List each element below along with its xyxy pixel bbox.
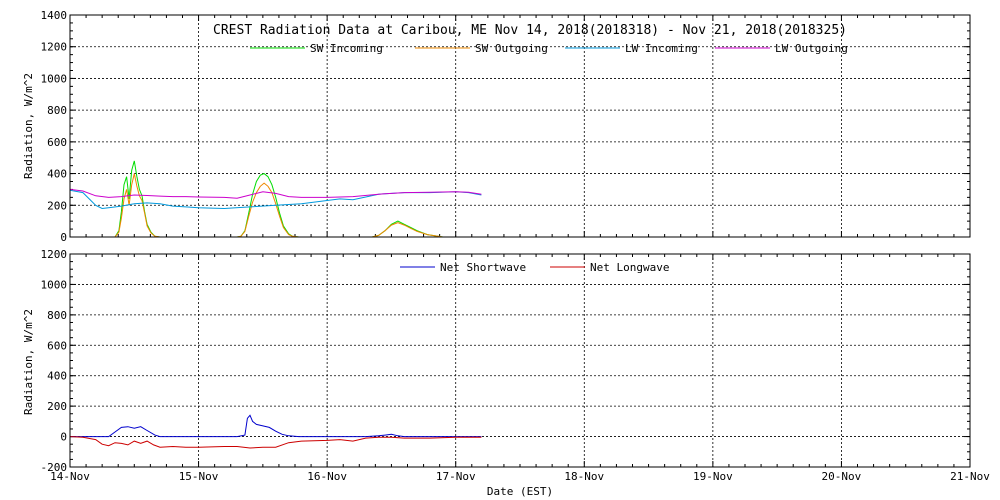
top-y-ticks: 0 200 400 600 800 1000 1200 1400	[41, 9, 971, 244]
x-tick-label: 21-Nov	[950, 470, 990, 483]
series-line-sw-incoming	[108, 160, 482, 238]
y-tick-label: 600	[47, 339, 67, 352]
y-tick-label: 1000	[41, 72, 68, 85]
series-line-net-shortwave	[70, 414, 482, 438]
series-line-lw-outgoing	[69, 188, 482, 199]
x-tick-label: 18-Nov	[564, 470, 604, 483]
series-line-net-longwave	[69, 436, 482, 449]
y-tick-label: 200	[47, 199, 67, 212]
y-tick-label: 600	[47, 136, 67, 149]
top-legend: SW Incoming SW Outgoing LW Incoming LW Outg…	[250, 42, 848, 55]
top-series-group	[69, 160, 482, 238]
legend-label: Net Shortwave	[440, 261, 526, 274]
y-tick-label: 800	[47, 104, 67, 117]
top-y-axis-label: Radiation, W/m^2	[22, 73, 35, 179]
y-tick-label: 1400	[41, 9, 68, 22]
bottom-legend: Net Shortwave Net Longwave	[400, 261, 669, 274]
x-tick-label: 17-Nov	[436, 470, 476, 483]
legend-label: SW Outgoing	[475, 42, 548, 55]
bottom-plot-frame	[69, 253, 971, 468]
legend-label: SW Incoming	[310, 42, 383, 55]
x-tick-labels: 14-Nov 15-Nov 16-Nov 17-Nov 18-Nov 19-Nov 20-N…	[50, 470, 990, 483]
y-tick-label: 0	[60, 431, 67, 444]
y-tick-label: 800	[47, 309, 67, 322]
y-tick-label: 1000	[41, 278, 68, 291]
legend-label: Net Longwave	[590, 261, 669, 274]
x-tick-label: 20-Nov	[822, 470, 862, 483]
x-tick-label: 19-Nov	[693, 470, 733, 483]
x-tick-label: 16-Nov	[307, 470, 347, 483]
top-panel: 0 200 400 600 800 1000 1200 1400 CREST Radiatio…	[22, 9, 971, 244]
y-tick-label: 200	[47, 400, 67, 413]
top-grid	[70, 15, 970, 237]
y-tick-label: 400	[47, 370, 67, 383]
chart-title: CREST Radiation Data at Caribou, ME Nov …	[213, 23, 847, 38]
bottom-series-group	[69, 414, 482, 449]
x-axis-label: Date (EST)	[487, 485, 553, 498]
bottom-y-ticks: -200 0 200 400 600 800 1000 1200	[41, 248, 971, 474]
legend-label: LW Incoming	[625, 42, 698, 55]
series-line-sw-outgoing	[108, 173, 482, 238]
y-tick-label: 400	[47, 168, 67, 181]
x-tick-label: 14-Nov	[50, 470, 90, 483]
bottom-y-axis-label: Radiation, W/m^2	[22, 309, 35, 415]
y-tick-label: 0	[60, 231, 67, 244]
y-tick-label: 1200	[41, 248, 68, 261]
y-tick-label: -200	[41, 461, 68, 474]
y-tick-label: 1200	[41, 41, 68, 54]
top-plot-frame	[69, 14, 971, 238]
legend-label: LW Outgoing	[775, 42, 848, 55]
x-tick-label: 15-Nov	[179, 470, 219, 483]
